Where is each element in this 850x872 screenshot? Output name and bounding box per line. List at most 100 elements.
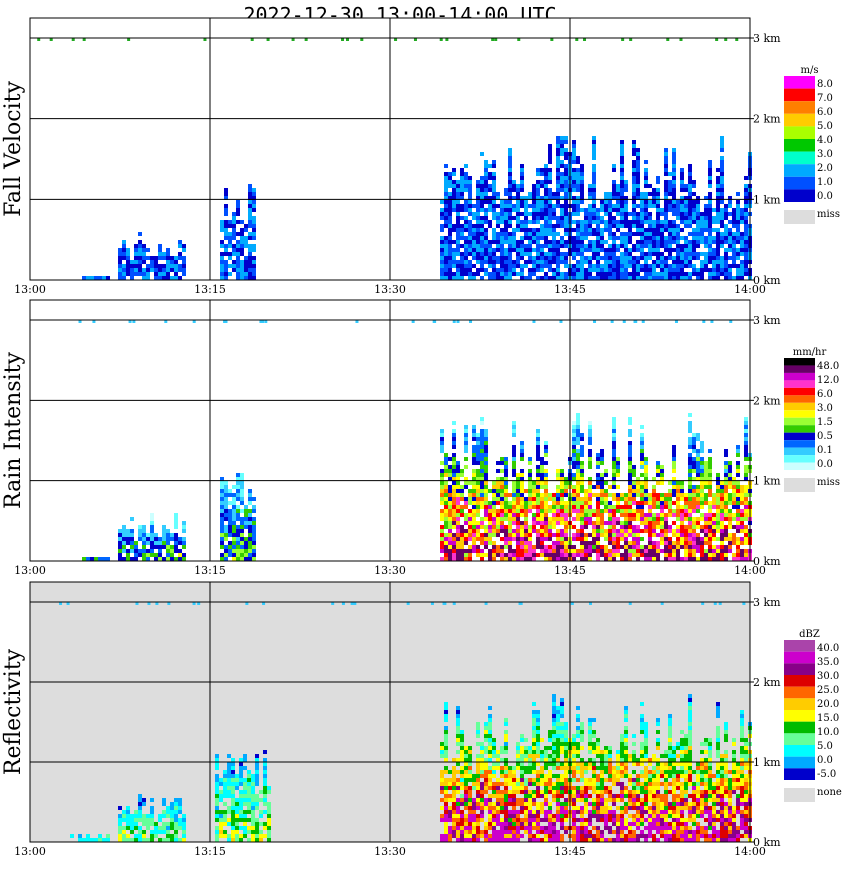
data-cell: [492, 228, 496, 232]
data-cell: [444, 485, 448, 489]
data-cell: [170, 264, 174, 268]
data-cell: [150, 818, 154, 822]
data-cell: [456, 750, 460, 754]
data-cell: [696, 461, 700, 465]
data-cell: [484, 160, 488, 164]
data-cell: [700, 525, 704, 529]
data-cell: [508, 782, 512, 786]
data-cell: [588, 505, 592, 509]
data-cell: [684, 541, 688, 545]
data-cell: [440, 798, 444, 802]
data-cell: [496, 517, 500, 521]
data-cell: [628, 224, 632, 228]
data-cell: [440, 786, 444, 790]
data-cell: [492, 766, 496, 770]
data-cell: [716, 256, 720, 260]
data-cell: [636, 537, 640, 541]
data-cell: [672, 453, 676, 457]
data-cell: [504, 276, 508, 280]
data-cell: [231, 802, 235, 806]
data-cell: [712, 557, 716, 561]
data-cell: [484, 766, 488, 770]
data-cell: [528, 473, 532, 477]
data-cell: [624, 517, 628, 521]
data-cell: [676, 244, 680, 248]
data-cell: [480, 766, 484, 770]
data-cell: [464, 549, 468, 553]
data-cell: [440, 236, 444, 240]
data-cell: [620, 533, 624, 537]
colorbar-missing-swatch: [784, 478, 815, 492]
data-cell: [596, 244, 600, 248]
data-cell: [452, 830, 456, 834]
data-cell: [440, 834, 444, 838]
data-cell: [516, 216, 520, 220]
data-cell: [484, 469, 488, 473]
data-cell: [528, 461, 532, 465]
data-cell: [488, 834, 492, 838]
data-cell: [178, 264, 182, 268]
data-cell: [608, 272, 612, 276]
data-cell: [708, 164, 712, 168]
data-cell: [732, 264, 736, 268]
data-cell: [704, 529, 708, 533]
data-cell: [468, 509, 472, 513]
data-cell: [612, 525, 616, 529]
data-cell: [700, 493, 704, 497]
data-cell: [472, 541, 476, 545]
data-cell: [516, 509, 520, 513]
data-cell: [496, 232, 500, 236]
data-cell: [488, 252, 492, 256]
data-cell: [524, 541, 528, 545]
data-cell: [162, 264, 166, 268]
data-cell: [668, 545, 672, 549]
data-cell: [488, 726, 492, 730]
data-cell: [504, 505, 508, 509]
data-cell: [480, 790, 484, 794]
data-cell: [452, 224, 456, 228]
data-cell: [692, 557, 696, 561]
data-cell: [516, 826, 520, 830]
data-cell: [480, 216, 484, 220]
data-cell: [680, 557, 684, 561]
data-cell: [672, 268, 676, 272]
data-cell: [182, 537, 186, 541]
data-cell: [612, 533, 616, 537]
data-cell: [616, 228, 620, 232]
data-cell: [536, 188, 540, 192]
data-cell: [166, 537, 170, 541]
data-cell: [560, 276, 564, 280]
data-cell: [572, 421, 576, 425]
data-cell: [688, 429, 692, 433]
data-cell: [236, 509, 240, 513]
data-cell: [484, 457, 488, 461]
data-cell: [736, 473, 740, 477]
data-cell: [263, 774, 267, 778]
data-cell: [468, 750, 472, 754]
data-cell: [544, 172, 548, 176]
data-cell: [452, 421, 456, 425]
data-cell: [480, 533, 484, 537]
data-cell: [158, 272, 162, 276]
data-cell: [536, 489, 540, 493]
data-cell: [480, 252, 484, 256]
data-cell: [688, 232, 692, 236]
data-cell: [122, 814, 126, 818]
data-cell: [528, 485, 532, 489]
data-cell: [652, 240, 656, 244]
data-cell: [440, 264, 444, 268]
data-cell: [496, 513, 500, 517]
data-cell: [444, 838, 448, 842]
data-cell: [496, 794, 500, 798]
data-cell: [476, 786, 480, 790]
data-cell: [520, 457, 524, 461]
data-cell: [608, 557, 612, 561]
data-cell: [732, 240, 736, 244]
data-cell: [564, 505, 568, 509]
data-cell: [588, 276, 592, 280]
data-cell: [236, 557, 240, 561]
data-cell: [472, 501, 476, 505]
data-cell: [540, 521, 544, 525]
data-cell: [640, 517, 644, 521]
data-cell: [520, 252, 524, 256]
